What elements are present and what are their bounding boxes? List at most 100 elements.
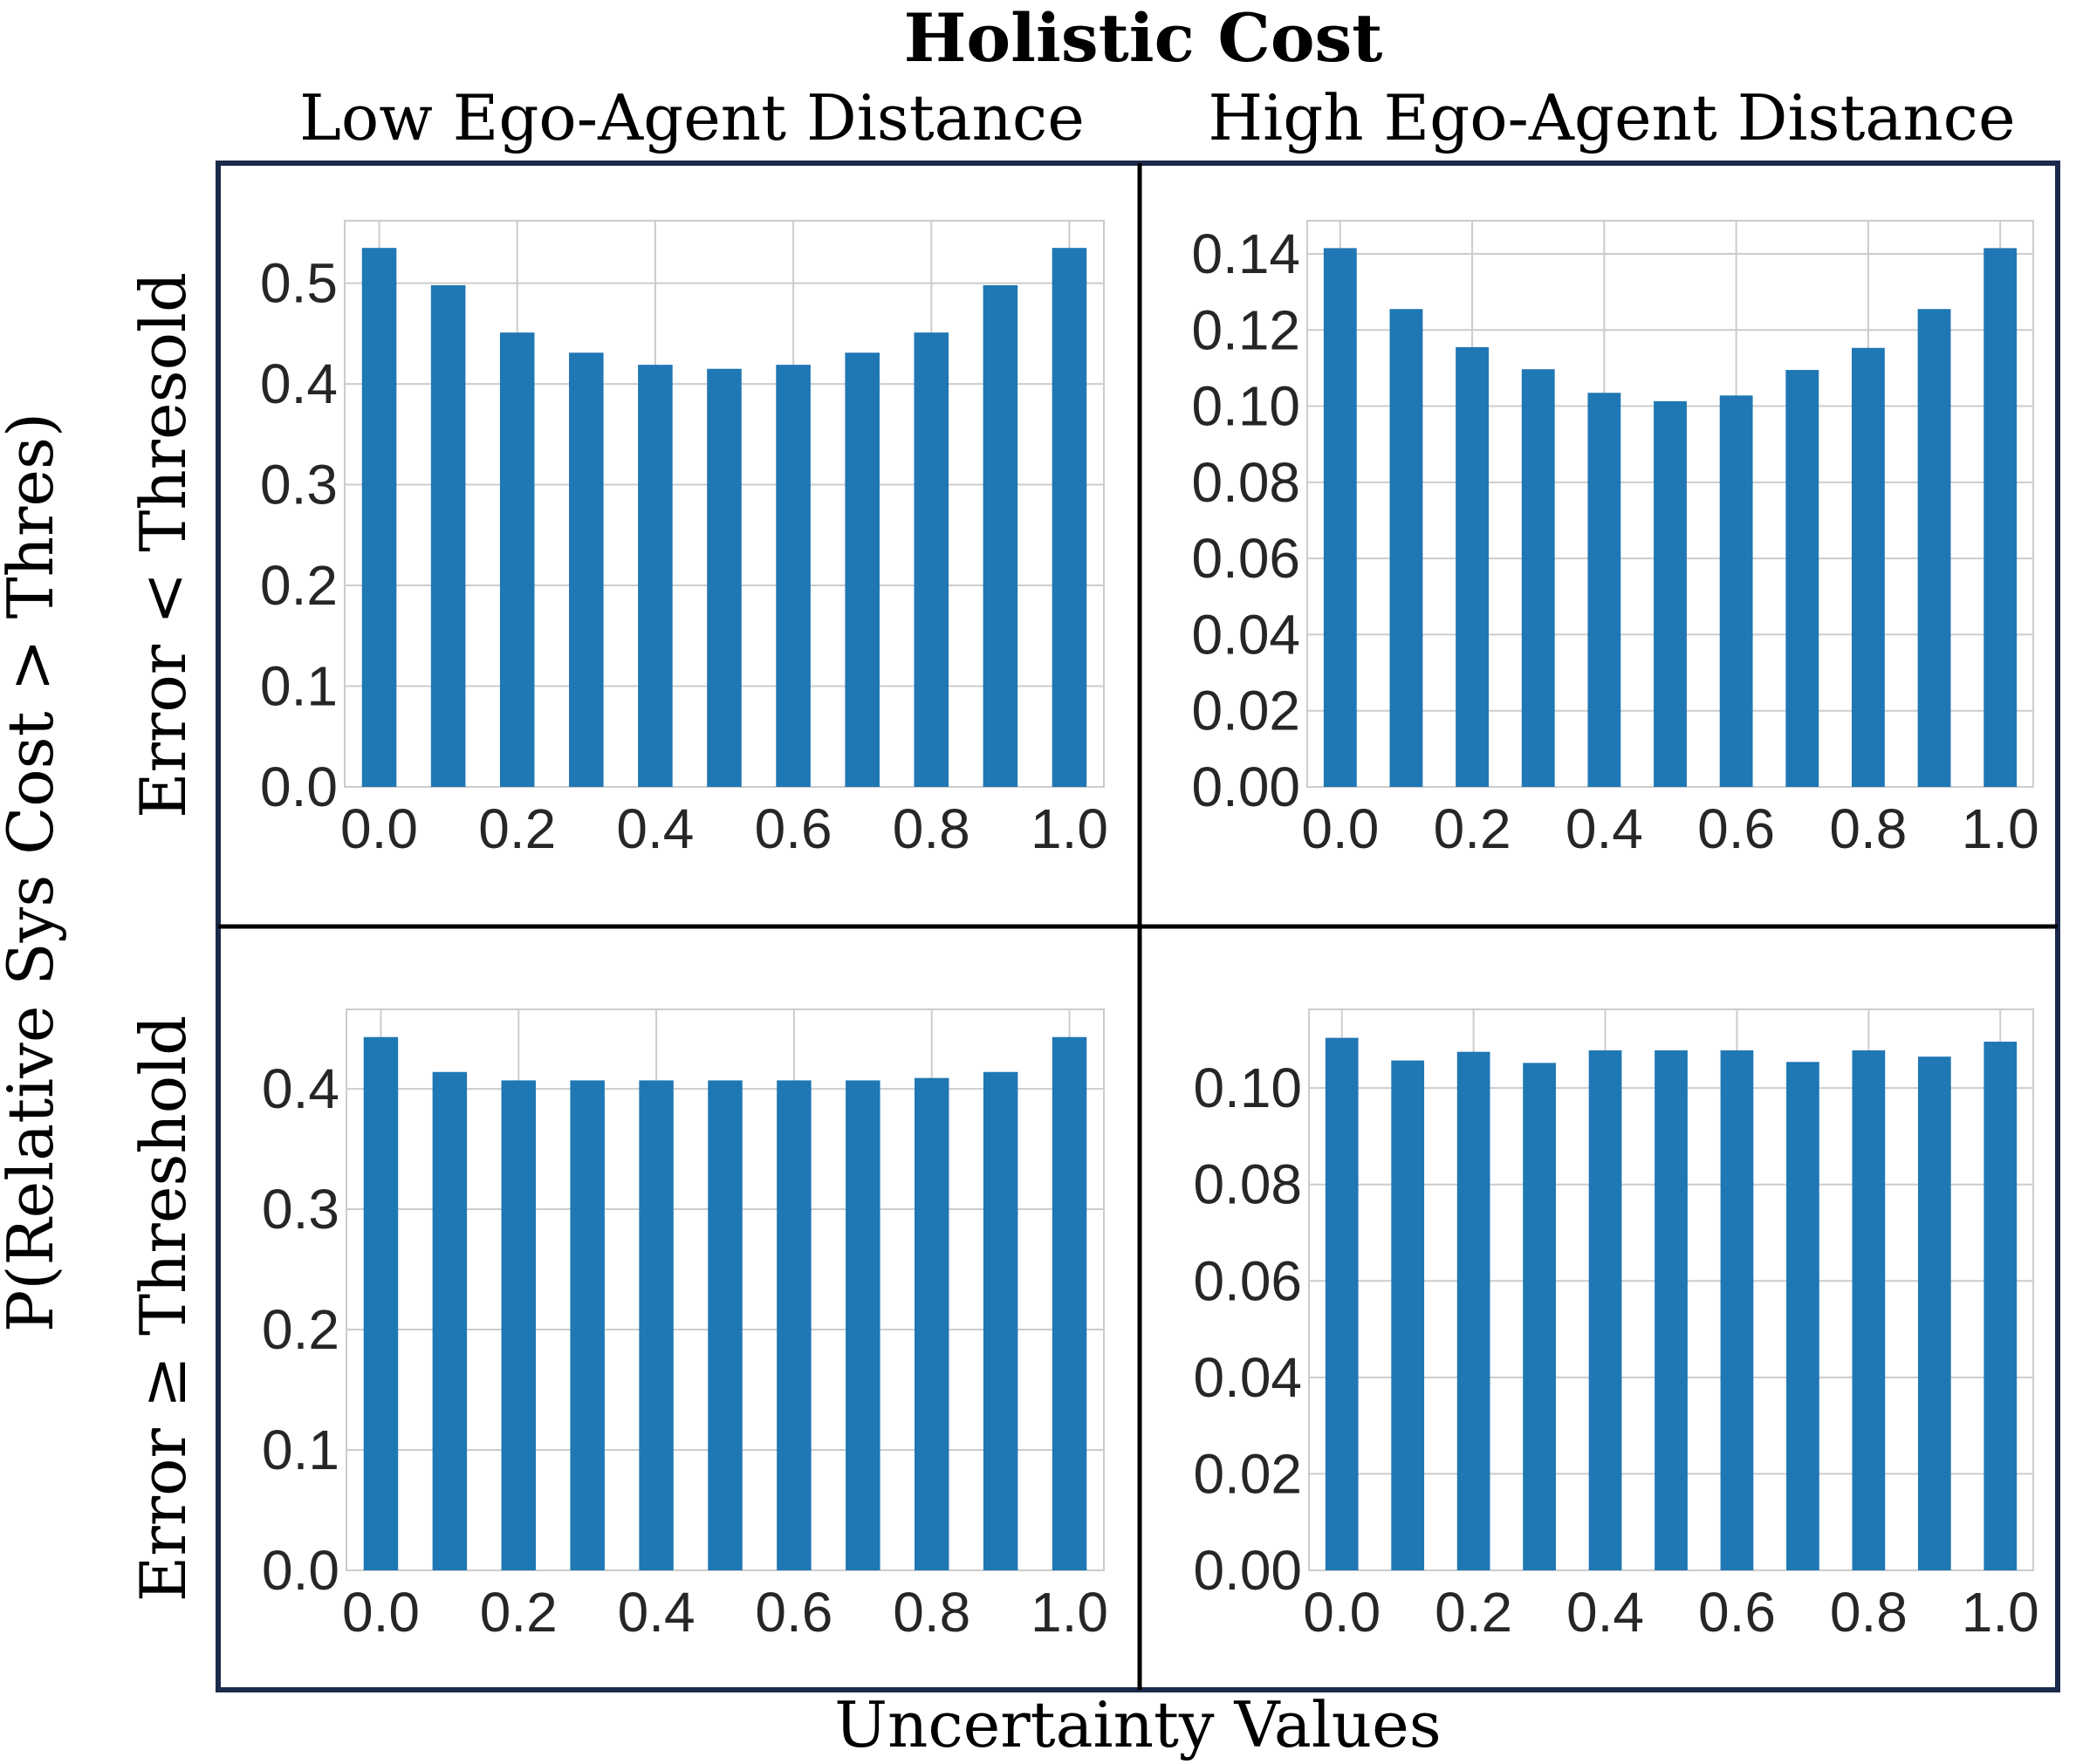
y-tick-label-top-right-0: 0.00 [1191, 756, 1300, 818]
bar-bottom-left-0 [363, 1036, 399, 1570]
y-tick-label-bottom-right-2: 0.04 [1193, 1346, 1302, 1409]
bar-top-left-3 [569, 352, 604, 787]
x-tick-label-bottom-right-1: 0.2 [1435, 1581, 1512, 1644]
chart-panel-top-right: 0.00 0.02 0.04 0.06 0.08 0.10 0.12 0.14 0.0 0.2 0.… [1191, 220, 2039, 860]
y-tick-label-bottom-right-4: 0.08 [1193, 1153, 1302, 1216]
y-tick-label-bottom-left-0: 0.0 [262, 1539, 339, 1602]
bar-bottom-left-7 [846, 1080, 880, 1570]
bar-bottom-right-10 [1984, 1042, 2018, 1570]
bar-bottom-right-5 [1655, 1050, 1688, 1570]
y-tick-label-top-left-5: 0.5 [260, 252, 338, 315]
bar-bottom-right-9 [1917, 1056, 1951, 1570]
x-tick-label-bottom-left-0: 0.0 [342, 1581, 420, 1644]
bar-top-right-1 [1389, 309, 1423, 787]
y-tick-label-top-right-4: 0.08 [1191, 451, 1300, 514]
y-tick-label-top-left-0: 0.0 [260, 756, 338, 818]
x-tick-label-bottom-left-2: 0.4 [618, 1581, 695, 1644]
bar-top-left-8 [914, 332, 949, 787]
bar-top-left-6 [776, 365, 811, 787]
chart-panel-bottom-left: 0.0 0.1 0.2 0.3 0.4 0.0 0.2 0.4 0.6 0.8 1.0 [262, 1008, 1108, 1644]
column-title-right: High Ego-Agent Distance [1208, 81, 2015, 154]
y-tick-label-top-left-4: 0.4 [260, 352, 338, 415]
x-tick-label-bottom-right-0: 0.0 [1303, 1581, 1381, 1644]
x-tick-label-top-right-1: 0.2 [1434, 797, 1511, 860]
bar-bottom-right-6 [1720, 1050, 1754, 1570]
bar-top-right-8 [1852, 347, 1885, 787]
y-tick-label-bottom-right-3: 0.06 [1193, 1249, 1302, 1312]
y-tick-label-bottom-left-4: 0.4 [262, 1057, 339, 1120]
y-tick-label-bottom-right-0: 0.00 [1193, 1539, 1302, 1602]
y-tick-label-top-left-2: 0.2 [260, 554, 338, 617]
bar-top-left-4 [638, 365, 673, 787]
chart-panel-bottom-right: 0.00 0.02 0.04 0.06 0.08 0.10 0.0 0.2 0.4 0.6 0.8 1… [1193, 1008, 2039, 1644]
x-tick-label-bottom-left-4: 0.8 [893, 1581, 970, 1644]
y-tick-label-top-left-1: 0.1 [260, 655, 338, 718]
y-tick-label-top-right-5: 0.10 [1191, 375, 1300, 438]
x-tick-label-bottom-right-5: 1.0 [1962, 1581, 2039, 1644]
bar-top-right-0 [1323, 248, 1357, 788]
x-tick-label-top-left-1: 0.2 [478, 797, 556, 860]
bar-bottom-left-8 [915, 1077, 949, 1570]
bar-bottom-left-5 [708, 1080, 743, 1570]
bar-top-right-3 [1521, 369, 1555, 787]
figure-title: Holistic Cost [904, 0, 1383, 77]
bar-bottom-right-8 [1852, 1050, 1886, 1570]
y-tick-label-top-right-3: 0.06 [1191, 527, 1300, 590]
y-tick-label-bottom-left-2: 0.2 [262, 1298, 339, 1361]
x-tick-label-top-right-3: 0.6 [1697, 797, 1775, 860]
x-tick-label-bottom-right-4: 0.8 [1830, 1581, 1908, 1644]
bar-bottom-right-2 [1456, 1051, 1490, 1570]
row-label-bottom: Error ≥ Threshold [127, 1015, 200, 1602]
x-tick-label-top-right-5: 1.0 [1962, 797, 2039, 860]
bar-bottom-right-4 [1588, 1050, 1622, 1570]
chart-panel-top-left: 0.0 0.1 0.2 0.3 0.4 0.5 0.0 0.2 0.4 0.6 0.8 1.0 [260, 220, 1108, 860]
bar-bottom-right-0 [1325, 1037, 1359, 1570]
x-tick-label-bottom-left-3: 0.6 [755, 1581, 832, 1644]
x-tick-label-bottom-right-2: 0.4 [1566, 1581, 1644, 1644]
y-tick-label-top-right-1: 0.02 [1191, 680, 1300, 742]
bar-top-right-7 [1785, 370, 1819, 787]
bar-top-right-9 [1917, 309, 1951, 787]
bar-top-left-5 [707, 368, 742, 787]
x-tick-label-top-left-2: 0.4 [616, 797, 694, 860]
bar-bottom-right-3 [1523, 1063, 1556, 1570]
row-label-top: Error < Thresold [127, 272, 200, 818]
bar-bottom-left-4 [639, 1080, 674, 1570]
x-tick-label-top-left-3: 0.6 [755, 797, 832, 860]
bar-top-left-9 [983, 284, 1018, 787]
y-tick-label-bottom-left-3: 0.3 [262, 1178, 339, 1241]
bar-bottom-right-7 [1786, 1062, 1819, 1570]
column-title-left: Low Ego-Agent Distance [299, 81, 1085, 154]
bar-bottom-left-3 [570, 1080, 605, 1570]
y-tick-label-bottom-left-1: 0.1 [262, 1419, 339, 1481]
x-tick-label-bottom-left-1: 0.2 [480, 1581, 558, 1644]
bar-bottom-left-6 [777, 1080, 812, 1570]
bar-top-right-4 [1587, 393, 1621, 787]
x-tick-label-top-right-4: 0.8 [1829, 797, 1907, 860]
y-tick-label-top-right-2: 0.04 [1191, 603, 1300, 666]
y-tick-label-top-left-3: 0.3 [260, 454, 338, 516]
bar-bottom-right-1 [1391, 1060, 1425, 1570]
bar-top-right-2 [1456, 346, 1489, 787]
x-tick-label-top-left-0: 0.0 [340, 797, 418, 860]
bar-top-left-10 [1052, 248, 1087, 788]
bar-top-left-7 [845, 352, 880, 787]
y-tick-label-top-right-6: 0.12 [1191, 298, 1300, 361]
x-tick-label-bottom-right-3: 0.6 [1698, 1581, 1776, 1644]
bar-top-left-1 [430, 284, 466, 787]
bar-top-left-0 [361, 248, 397, 788]
bar-bottom-left-2 [501, 1080, 536, 1570]
y-tick-label-bottom-right-5: 0.10 [1193, 1056, 1302, 1119]
bar-top-right-10 [1984, 248, 2018, 788]
bar-bottom-left-9 [983, 1071, 1018, 1570]
bar-bottom-left-1 [432, 1071, 468, 1570]
y-tick-label-top-right-7: 0.14 [1191, 222, 1300, 285]
x-tick-label-top-right-2: 0.4 [1566, 797, 1643, 860]
x-tick-label-top-left-4: 0.8 [893, 797, 970, 860]
x-tick-label-top-right-0: 0.0 [1301, 797, 1379, 860]
bar-top-right-6 [1719, 395, 1753, 787]
x-axis-label: Uncertainty Values [834, 1688, 1441, 1761]
bar-bottom-left-10 [1052, 1036, 1087, 1570]
x-tick-label-bottom-left-5: 1.0 [1031, 1581, 1108, 1644]
